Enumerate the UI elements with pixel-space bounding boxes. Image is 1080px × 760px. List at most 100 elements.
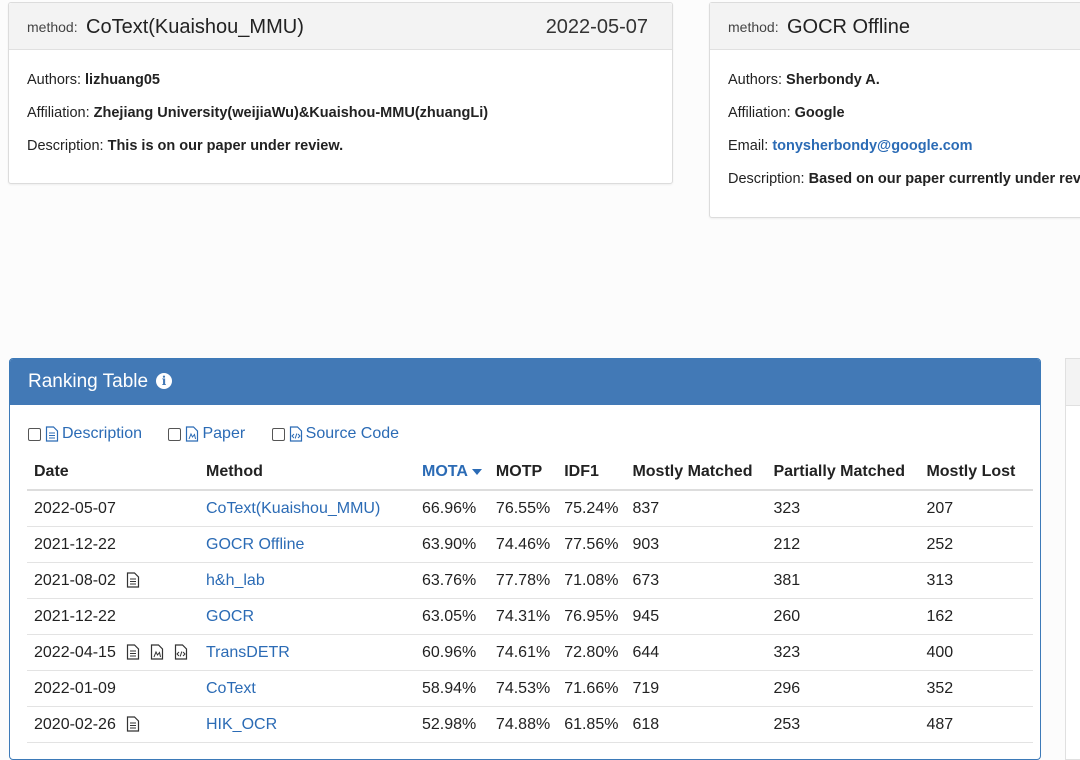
filter-description[interactable]: Description xyxy=(28,425,142,443)
pdf-icon xyxy=(186,426,199,442)
cell-mota: 66.96% xyxy=(415,490,489,527)
document-icon xyxy=(45,426,59,442)
cell-method: CoText xyxy=(199,670,415,707)
document-icon[interactable] xyxy=(126,644,140,660)
document-icon[interactable] xyxy=(126,572,140,588)
info-icon[interactable]: i xyxy=(156,373,172,389)
cell-mm: 945 xyxy=(625,598,767,635)
filter-label: Paper xyxy=(202,425,246,442)
col-mostly-lost[interactable]: Mostly Lost xyxy=(919,455,1034,491)
cell-date: 2021-12-22 xyxy=(27,598,199,635)
filter-source-code[interactable]: Source Code xyxy=(271,425,400,443)
description-row: Description: Based on our paper currentl… xyxy=(728,171,1080,187)
row-date: 2022-05-07 xyxy=(34,499,116,517)
affiliation-value: Google xyxy=(794,105,845,121)
description-label: Description: xyxy=(728,171,805,187)
cell-mota: 63.76% xyxy=(415,562,489,599)
row-date: 2021-12-22 xyxy=(34,607,116,625)
cell-mota: 52.98% xyxy=(415,706,489,743)
cell-ml: 313 xyxy=(919,562,1034,599)
col-mostly-matched[interactable]: Mostly Matched xyxy=(625,455,767,491)
method-link[interactable]: h&h_lab xyxy=(206,571,265,589)
col-partially-matched[interactable]: Partially Matched xyxy=(766,455,920,491)
resource-icons xyxy=(126,716,140,732)
cell-mm: 673 xyxy=(625,562,767,599)
authors-value: lizhuang05 xyxy=(85,72,160,88)
filter-paper[interactable]: Paper xyxy=(168,425,245,443)
cell-pm: 260 xyxy=(766,598,920,635)
cell-idf1: 75.24% xyxy=(557,490,626,527)
col-idf1[interactable]: IDF1 xyxy=(557,455,626,491)
code-file-icon[interactable] xyxy=(174,644,188,660)
col-mota-label: MOTA xyxy=(422,463,468,480)
cell-method: GOCR Offline xyxy=(199,526,415,563)
cell-pm: 296 xyxy=(766,670,920,707)
cell-method: h&h_lab xyxy=(199,562,415,599)
resource-icons xyxy=(126,644,188,660)
cell-mm: 903 xyxy=(625,526,767,563)
col-motp[interactable]: MOTP xyxy=(488,455,558,491)
cell-mm: 618 xyxy=(625,706,767,743)
pdf-icon[interactable] xyxy=(150,644,164,660)
method-link[interactable]: GOCR xyxy=(206,607,254,625)
checkbox[interactable] xyxy=(271,427,285,441)
ranking-panel-header: Ranking Table i xyxy=(10,359,1040,405)
col-method[interactable]: Method xyxy=(199,455,415,491)
method-link[interactable]: CoText(Kuaishou_MMU) xyxy=(206,499,381,517)
cell-date: 2021-08-02 xyxy=(27,562,199,599)
method-link[interactable]: GOCR Offline xyxy=(206,535,305,553)
affiliation-label: Affiliation: xyxy=(27,105,90,121)
table-row: 2021-12-22 GOCR Offline 63.90% 74.46% 77.56%… xyxy=(27,526,1034,563)
affiliation-label: Affiliation: xyxy=(728,105,791,121)
method-link[interactable]: HIK_OCR xyxy=(206,715,278,733)
filter-label: Source Code xyxy=(305,425,400,442)
cell-pm: 212 xyxy=(766,526,920,563)
method-label: method: xyxy=(27,19,78,35)
cell-ml: 162 xyxy=(919,598,1034,635)
row-date: 2021-08-02 xyxy=(34,571,116,589)
cell-mm: 719 xyxy=(625,670,767,707)
authors-label: Authors: xyxy=(728,72,782,88)
table-row: 2021-12-22 GOCR 63.05% 74.31% 76.95% 945 260 16… xyxy=(27,598,1034,635)
cell-motp: 74.53% xyxy=(488,670,558,707)
email-link[interactable]: tonysherbondy@google.com xyxy=(772,138,973,154)
col-date[interactable]: Date xyxy=(27,455,199,491)
authors-row: Authors: Sherbondy A. xyxy=(728,72,1080,88)
cell-pm: 323 xyxy=(766,634,920,671)
method-link[interactable]: CoText xyxy=(206,679,256,697)
cell-date: 2022-01-09 xyxy=(27,670,199,707)
cell-method: TransDETR xyxy=(199,634,415,671)
cell-motp: 77.78% xyxy=(488,562,558,599)
document-icon[interactable] xyxy=(126,716,140,732)
checkbox[interactable] xyxy=(168,427,182,441)
cell-method: CoText(Kuaishou_MMU) xyxy=(199,490,415,527)
affiliation-value: Zhejiang University(weijiaWu)&Kuaishou-M… xyxy=(93,105,489,121)
cell-idf1: 77.56% xyxy=(557,526,626,563)
code-file-icon xyxy=(289,426,302,442)
cell-pm: 323 xyxy=(766,490,920,527)
cell-idf1: 71.08% xyxy=(557,562,626,599)
cell-ml: 207 xyxy=(919,490,1034,527)
ranking-table: Date Method MOTA MOTP IDF1 Mostly Matche… xyxy=(27,455,1034,743)
cell-idf1: 71.66% xyxy=(557,670,626,707)
adjacent-panel xyxy=(1065,358,1080,760)
method-link[interactable]: TransDETR xyxy=(206,643,290,661)
table-row: 2022-05-07 CoText(Kuaishou_MMU) 66.96% 76.5… xyxy=(27,490,1034,527)
cell-mm: 644 xyxy=(625,634,767,671)
cell-method: GOCR xyxy=(199,598,415,635)
col-mota[interactable]: MOTA xyxy=(415,455,489,491)
checkbox[interactable] xyxy=(28,427,41,441)
method-card-cotext: method: CoText(Kuaishou_MMU) 2022-05-07 … xyxy=(8,2,673,184)
authors-row: Authors: lizhuang05 xyxy=(27,72,654,88)
card-header: method: CoText(Kuaishou_MMU) 2022-05-07 xyxy=(9,3,672,50)
cell-motp: 76.55% xyxy=(488,490,558,527)
cell-pm: 381 xyxy=(766,562,920,599)
cell-date: 2022-04-15 xyxy=(27,634,199,671)
cell-motp: 74.31% xyxy=(488,598,558,635)
resource-icons xyxy=(126,572,140,588)
description-row: Description: This is on our paper under … xyxy=(27,138,654,154)
affiliation-row: Affiliation: Zhejiang University(weijiaW… xyxy=(27,105,654,121)
cell-idf1: 61.85% xyxy=(557,706,626,743)
row-date: 2022-01-09 xyxy=(34,679,116,697)
cell-method: HIK_OCR xyxy=(199,706,415,743)
